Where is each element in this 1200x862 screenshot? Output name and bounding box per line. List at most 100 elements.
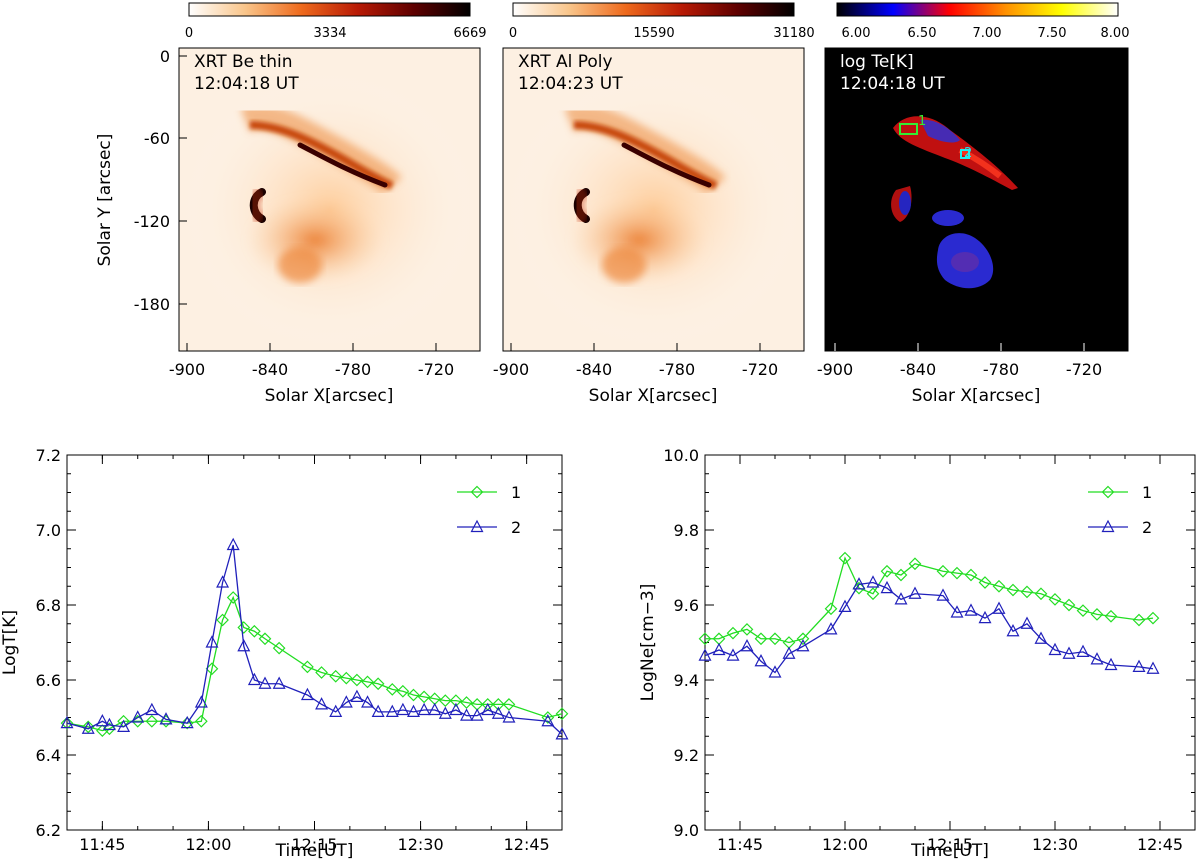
data-point-series-2 [1020,616,1034,629]
y-axis-label: LogNe[cm−3] [638,584,658,702]
data-point-series-1 [950,566,964,580]
data-point-series-2 [796,638,810,652]
data-point-series-2 [712,642,726,656]
y-tick-label: 6.2 [36,821,61,840]
data-point-series-2 [247,672,261,686]
data-point-series-2 [1006,623,1020,637]
region-box-1 [899,123,918,135]
data-point-series-2 [449,702,463,716]
x-axis-label: Solar X[arcsec] [265,386,394,406]
x-tick-label: -840 [576,360,612,379]
data-point-series-2 [159,712,173,725]
data-point-series-2 [502,710,516,723]
data-point-series-2 [396,702,410,716]
colorbar-tick-label: 15590 [633,26,674,41]
y-tick-label: 9.6 [674,596,699,615]
colorbar-tick-label: 6669 [453,26,486,41]
data-point-series-1 [385,683,399,696]
data-point-series-2 [726,648,740,661]
data-point-series-2 [978,610,992,624]
data-point-series-2 [541,713,555,727]
x-tick-label: 12:45 [504,835,550,854]
data-point-series-1 [936,564,950,578]
data-point-series-2 [481,702,495,716]
region-label-1: 1 [918,114,926,129]
data-point-series-2 [102,717,116,731]
data-point-series-1 [226,591,240,604]
data-point-series-1 [712,632,726,646]
data-point-series-2 [866,575,880,588]
data-point-series-2 [81,721,95,734]
series-line-2 [66,544,563,735]
legend-label: 2 [511,518,521,537]
x-tick-label: 12:30 [1032,835,1078,854]
image-label-line2: 12:04:18 UT [194,74,299,94]
data-point-series-2 [950,605,964,618]
data-point-series-1 [698,632,712,646]
data-point-series-2 [428,702,442,716]
x-axis: -900 -840 -780 -720 Solar X[arcsec] [817,343,1102,406]
x-tick-label: -780 [983,360,1019,379]
series-line-1 [705,556,1154,644]
data-point-series-1 [417,690,431,704]
xrt-image [503,48,804,351]
legend-label: 1 [511,483,521,502]
x-tick-label: 11:45 [717,835,763,854]
x-tick-label: 12:30 [398,835,444,854]
data-point-series-2 [205,635,219,648]
x-axis: -900 -840 -780 -720 Solar X[arcsec] [493,343,778,406]
data-point-series-2 [180,715,194,729]
data-point-series-1 [396,684,410,698]
x-tick-label: -840 [900,360,936,379]
data-point-series-2 [95,713,109,727]
data-point-series-1 [1062,598,1076,612]
y-tick-label: 9.8 [674,521,699,540]
data-point-series-1 [866,587,880,601]
data-point-series-2 [315,697,329,710]
colorbar-be-thin [188,2,471,17]
data-point-series-2 [361,695,375,708]
data-point-series-2 [407,704,420,717]
data-point-series-1 [740,623,754,636]
data-point-series-2 [880,580,894,594]
data-point-series-1 [237,621,251,634]
image-panel-temperature-map: 6.00 6.50 7.00 7.50 8.00 1 2 log Te[K] [817,2,1129,406]
data-point-series-1 [1146,611,1160,625]
data-point-series-1 [81,720,95,734]
data-point-series-1 [216,613,229,627]
data-point-series-2 [1132,659,1146,672]
data-point-series-1 [361,675,374,689]
region-label-2: 2 [964,146,972,161]
data-point-series-1 [880,564,894,578]
data-point-series-1 [768,632,782,646]
legend-marker [1101,519,1115,533]
data-point-series-1 [428,692,442,706]
data-point-series-2 [964,603,978,616]
y-tick-label: -180 [134,295,170,314]
data-point-series-2 [992,601,1006,614]
data-point-series-2 [117,719,131,732]
data-point-series-2 [782,646,796,659]
data-point-series-1 [315,666,328,679]
x-tick-label: 12:15 [927,835,973,854]
data-point-series-1 [371,677,385,691]
data-point-series-1 [782,636,796,649]
x-tick-label: -720 [742,360,778,379]
legend-marker [470,519,484,533]
data-point-series-2 [272,676,286,689]
data-point-series-2 [1104,657,1118,671]
data-point-series-2 [1076,644,1090,657]
data-point-series-2 [852,577,866,590]
data-point-series-1 [145,714,159,728]
y-tick-label: 9.2 [674,746,699,765]
region-box-2 [960,149,970,159]
data-point-series-2 [460,708,474,721]
x-tick-label: -900 [169,360,205,379]
x-tick-label: -900 [817,360,853,379]
plot-frame [178,47,481,352]
data-point-series-2 [216,575,230,588]
data-point-series-1 [1132,613,1146,627]
temperature-image: 1 2 [825,48,1128,351]
y-tick-label: 6.4 [36,746,61,765]
y-tick-label: 7.0 [36,521,61,540]
